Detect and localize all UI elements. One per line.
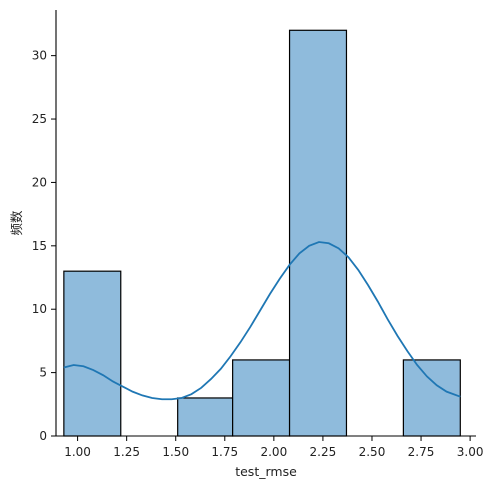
kde-curve [63,241,461,401]
bars-layer [63,29,461,437]
axes-layer: 1.00 1.25 1.50 1.75 2.00 2.25 2.50 2.75 3.00 0 5 10… [32,10,484,459]
x-tick-label: 2.50 [359,445,386,459]
y-tick-label: 0 [39,429,47,443]
y-tick-label: 30 [32,49,47,63]
histogram-bar-7 [402,359,461,437]
x-tick-label: 1.25 [113,445,140,459]
y-tick-label: 25 [32,112,47,126]
y-tick-label: 10 [32,302,47,316]
y-axis-label: 频数 [9,210,24,236]
histogram-bar-4 [232,359,291,437]
x-tick-label: 3.00 [457,445,484,459]
y-tick-label: 15 [32,239,47,253]
x-axis-label: test_rmse [235,464,297,479]
x-tick-label: 2.75 [408,445,435,459]
histogram-bar-5 [288,29,348,437]
y-tick-label: 5 [39,366,47,380]
histogram-bar-3 [177,397,234,437]
x-tick-label: 1.50 [162,445,189,459]
x-tick-label: 1.00 [64,445,91,459]
x-tick-label: 2.25 [310,445,337,459]
x-tick-label: 1.75 [211,445,238,459]
kde-layer [63,241,461,401]
y-tick-label: 20 [32,175,47,189]
histogram-bar-1 [63,270,122,437]
x-tick-label: 2.00 [260,445,287,459]
